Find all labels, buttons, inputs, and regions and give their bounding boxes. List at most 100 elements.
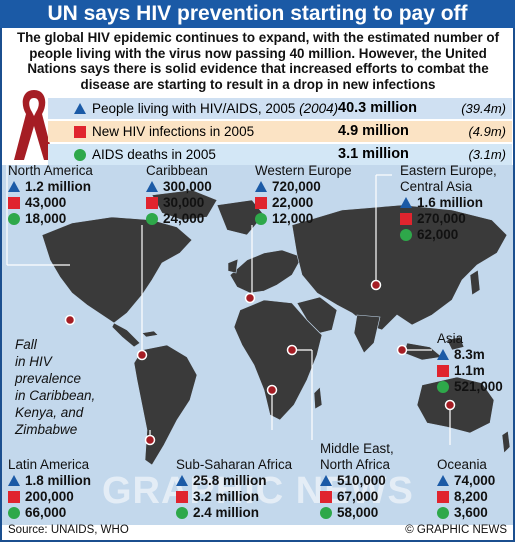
new-value: 43,000 [25,195,67,210]
region-eastern-europe-central-asia: Eastern Europe, Central Asia 1.6 million… [400,163,497,243]
new-value: 8,200 [454,489,488,504]
triangle-icon [74,103,86,114]
region-north-america: North America 1.2 million 43,000 18,000 [8,163,93,227]
region-name: Middle East, [320,441,394,456]
page-title: UN says HIV prevention starting to pay o… [0,0,515,28]
stat-deaths-label: AIDS deaths in 2005 [92,147,216,162]
aids-ribbon-icon [14,90,54,160]
region-name: Asia [437,331,464,346]
triangle-icon [320,475,332,486]
new-value: 22,000 [272,195,314,210]
triangle-icon [176,475,188,486]
circle-icon [8,507,20,519]
stat-deaths-prev: (3.1m) [468,147,506,162]
square-icon [8,197,20,209]
deaths-value: 58,000 [337,505,379,520]
stat-living: People living with HIV/AIDS, 2005 (2004)… [48,98,512,119]
deaths-value: 18,000 [25,211,67,226]
square-icon [146,197,158,209]
stat-new-prev: (4.9m) [468,124,506,139]
region-name: North America [8,163,93,178]
triangle-icon [437,349,449,360]
stat-deaths-value: 3.1 million [338,146,409,162]
region-caribbean: Caribbean 300,000 30,000 24,000 [146,163,212,227]
deaths-value: 521,000 [454,379,503,394]
region-asia: Asia 8.3m 1.1m 521,000 [437,331,503,395]
square-icon [320,491,332,503]
circle-icon [255,213,267,225]
intro-text: The global HIV epidemic continues to exp… [16,30,500,92]
triangle-icon [255,181,267,192]
stat-living-year: (2004) [299,101,339,116]
living-value: 8.3m [454,347,485,362]
deaths-value: 2.4 million [193,505,260,520]
deaths-value: 66,000 [25,505,67,520]
stat-new: New HIV infections in 2005 4.9 million (… [48,121,512,142]
circle-icon [400,229,412,241]
living-value: 25.8 million [193,473,267,488]
living-value: 300,000 [163,179,212,194]
region-name: Oceania [437,457,487,472]
deaths-value: 24,000 [163,211,205,226]
new-value: 3.2 million [193,489,260,504]
circle-icon [176,507,188,519]
triangle-icon [400,197,412,208]
region-name: Latin America [8,457,90,472]
stat-deaths: AIDS deaths in 2005 3.1 million (3.1m) [48,144,512,165]
deaths-value: 3,600 [454,505,488,520]
circle-icon [437,507,449,519]
square-icon [176,491,188,503]
living-value: 1.8 million [25,473,92,488]
region-name-line2: Central Asia [400,179,473,194]
square-icon [8,491,20,503]
region-sub-saharan-africa: Sub-Saharan Africa 25.8 million 3.2 mill… [176,457,292,521]
stat-living-value: 40.3 million [338,100,417,116]
triangle-icon [437,475,449,486]
circle-icon [8,213,20,225]
triangle-icon [8,181,20,192]
living-value: 510,000 [337,473,386,488]
stat-living-prev: (39.4m) [461,101,506,116]
region-name: Eastern Europe, [400,163,497,178]
circle-icon [146,213,158,225]
square-icon [437,491,449,503]
region-name: Caribbean [146,163,208,178]
source-credit: Source: UNAIDS, WHO [8,524,129,536]
stat-new-value: 4.9 million [338,123,409,139]
square-icon [437,365,449,377]
region-name: Sub-Saharan Africa [176,457,293,472]
circle-icon [437,381,449,393]
triangle-icon [146,181,158,192]
square-icon [74,126,86,138]
copyright: © GRAPHIC NEWS [405,524,507,536]
region-western-europe: Western Europe 720,000 22,000 12,000 [255,163,352,227]
region-name-line2: North Africa [320,457,390,472]
stat-new-label: New HIV infections in 2005 [92,124,255,139]
living-value: 1.6 million [417,195,484,210]
deaths-value: 62,000 [417,227,459,242]
triangle-icon [8,475,20,486]
region-middle-east-north-africa: Middle East, North Africa 510,000 67,000… [320,441,394,521]
living-value: 1.2 million [25,179,92,194]
circle-icon [74,149,86,161]
circle-icon [320,507,332,519]
new-value: 1.1m [454,363,485,378]
deaths-value: 12,000 [272,211,314,226]
world-map-svg [6,165,511,466]
world-map: GRAPHIC NEWS [2,165,513,525]
living-value: 720,000 [272,179,321,194]
region-name: Western Europe [255,163,352,178]
new-value: 30,000 [163,195,205,210]
square-icon [400,213,412,225]
prevalence-note: Fall in HIV prevalence in Caribbean, Ken… [15,337,96,437]
new-value: 67,000 [337,489,379,504]
global-stats: People living with HIV/AIDS, 2005 (2004)… [48,98,512,167]
living-value: 74,000 [454,473,496,488]
new-value: 270,000 [417,211,466,226]
new-value: 200,000 [25,489,74,504]
watermark: GRAPHIC NEWS [102,470,414,512]
square-icon [255,197,267,209]
region-latin-america: Latin America 1.8 million 200,000 66,000 [8,457,91,521]
stat-living-label: People living with HIV/AIDS, 2005 [92,101,296,116]
region-oceania: Oceania 74,000 8,200 3,600 [437,457,495,521]
